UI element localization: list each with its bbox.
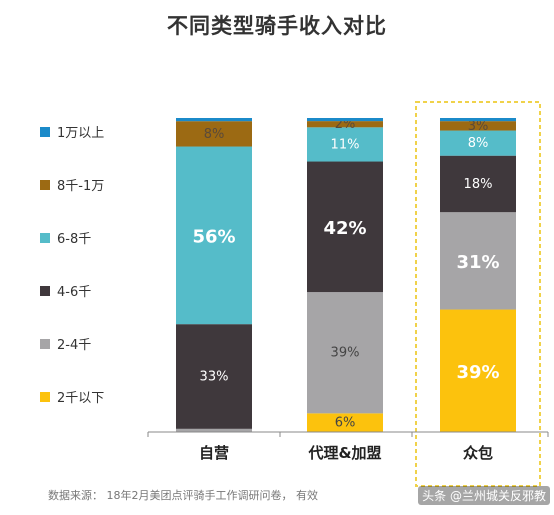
bar-代理-加盟: 6%39%42%11%2%: [307, 117, 383, 432]
bar-segment-6-8千: [176, 146, 252, 325]
legend-label: 4-6千: [57, 285, 91, 300]
data-label: 42%: [323, 218, 366, 239]
legend-swatch: [40, 233, 50, 243]
legend-item: 6-8千: [40, 232, 91, 247]
bar-segment-2-4千: [307, 292, 383, 414]
highlight-box: [415, 101, 541, 487]
x-axis: 自营 代理&加盟 众包: [147, 431, 549, 462]
legend-swatch: [40, 392, 50, 402]
data-label: 31%: [456, 252, 499, 273]
bar-segment-2-4千: [176, 428, 252, 432]
data-label: 56%: [192, 226, 235, 247]
legend-label: 2-4千: [57, 338, 91, 353]
data-label: 6%: [335, 416, 356, 431]
data-label: 8%: [468, 136, 489, 151]
data-label: 11%: [331, 137, 360, 152]
bar-segment-8千-1万: [440, 121, 516, 131]
bar-众包: 39% 31% 18% 8% 3%: [440, 118, 516, 432]
legend-swatch: [40, 286, 50, 296]
category-label: 代理&加盟: [307, 444, 381, 462]
chart-title: 不同类型骑手收入对比: [167, 14, 387, 38]
data-label: 39%: [456, 362, 499, 383]
legend-label: 6-8千: [57, 232, 91, 247]
data-label: 39%: [331, 346, 360, 361]
bar-segment-4-6千: [176, 324, 252, 429]
legend-swatch: [40, 180, 50, 190]
data-label: 18%: [464, 177, 493, 192]
data-label: 3%: [468, 119, 489, 134]
bar-segment-4-6千: [307, 161, 383, 293]
legend-item: 1万以上: [40, 126, 104, 141]
legend: 1万以上 8千-1万 6-8千 4-6千 2-4千 2千以下: [40, 126, 104, 406]
bar-segment-2千以下: [440, 309, 516, 432]
bar-segment-2-4千: [440, 212, 516, 310]
legend-label: 8千-1万: [57, 179, 104, 194]
legend-swatch: [40, 127, 50, 137]
bar-segment-1万以上: [440, 118, 516, 122]
bar-segment-8千-1万: [307, 121, 383, 128]
legend-label: 2千以下: [57, 391, 104, 406]
legend-swatch: [40, 339, 50, 349]
bar-segment-8千-1万: [176, 121, 252, 147]
data-label: 8%: [204, 127, 225, 142]
data-label: 33%: [200, 369, 229, 384]
bar-segment-6-8千: [307, 127, 383, 162]
bars: 0%33%56%8%6%39%42%11%2%39%31%18%8%3%: [176, 101, 541, 487]
legend-item: 2-4千: [40, 338, 91, 353]
watermark: 头条 @兰州城关反邪教: [418, 486, 550, 505]
legend-label: 1万以上: [57, 126, 104, 141]
bar-segment-4-6千: [440, 155, 516, 213]
bar-segment-1万以上: [307, 118, 383, 122]
legend-item: 4-6千: [40, 285, 91, 300]
bar-segment-6-8千: [440, 130, 516, 156]
category-label: 自营: [199, 444, 229, 462]
legend-item: 2千以下: [40, 391, 104, 406]
category-label: 众包: [463, 444, 493, 462]
source-note: 数据来源： 18年2月美团点评骑手工作调研问卷， 有效: [48, 489, 318, 502]
bar-segment-2千以下: [307, 413, 383, 432]
bar-自营: 0%33%56%8%: [176, 118, 252, 432]
bar-segment-1万以上: [176, 118, 252, 122]
legend-item: 8千-1万: [40, 179, 104, 194]
